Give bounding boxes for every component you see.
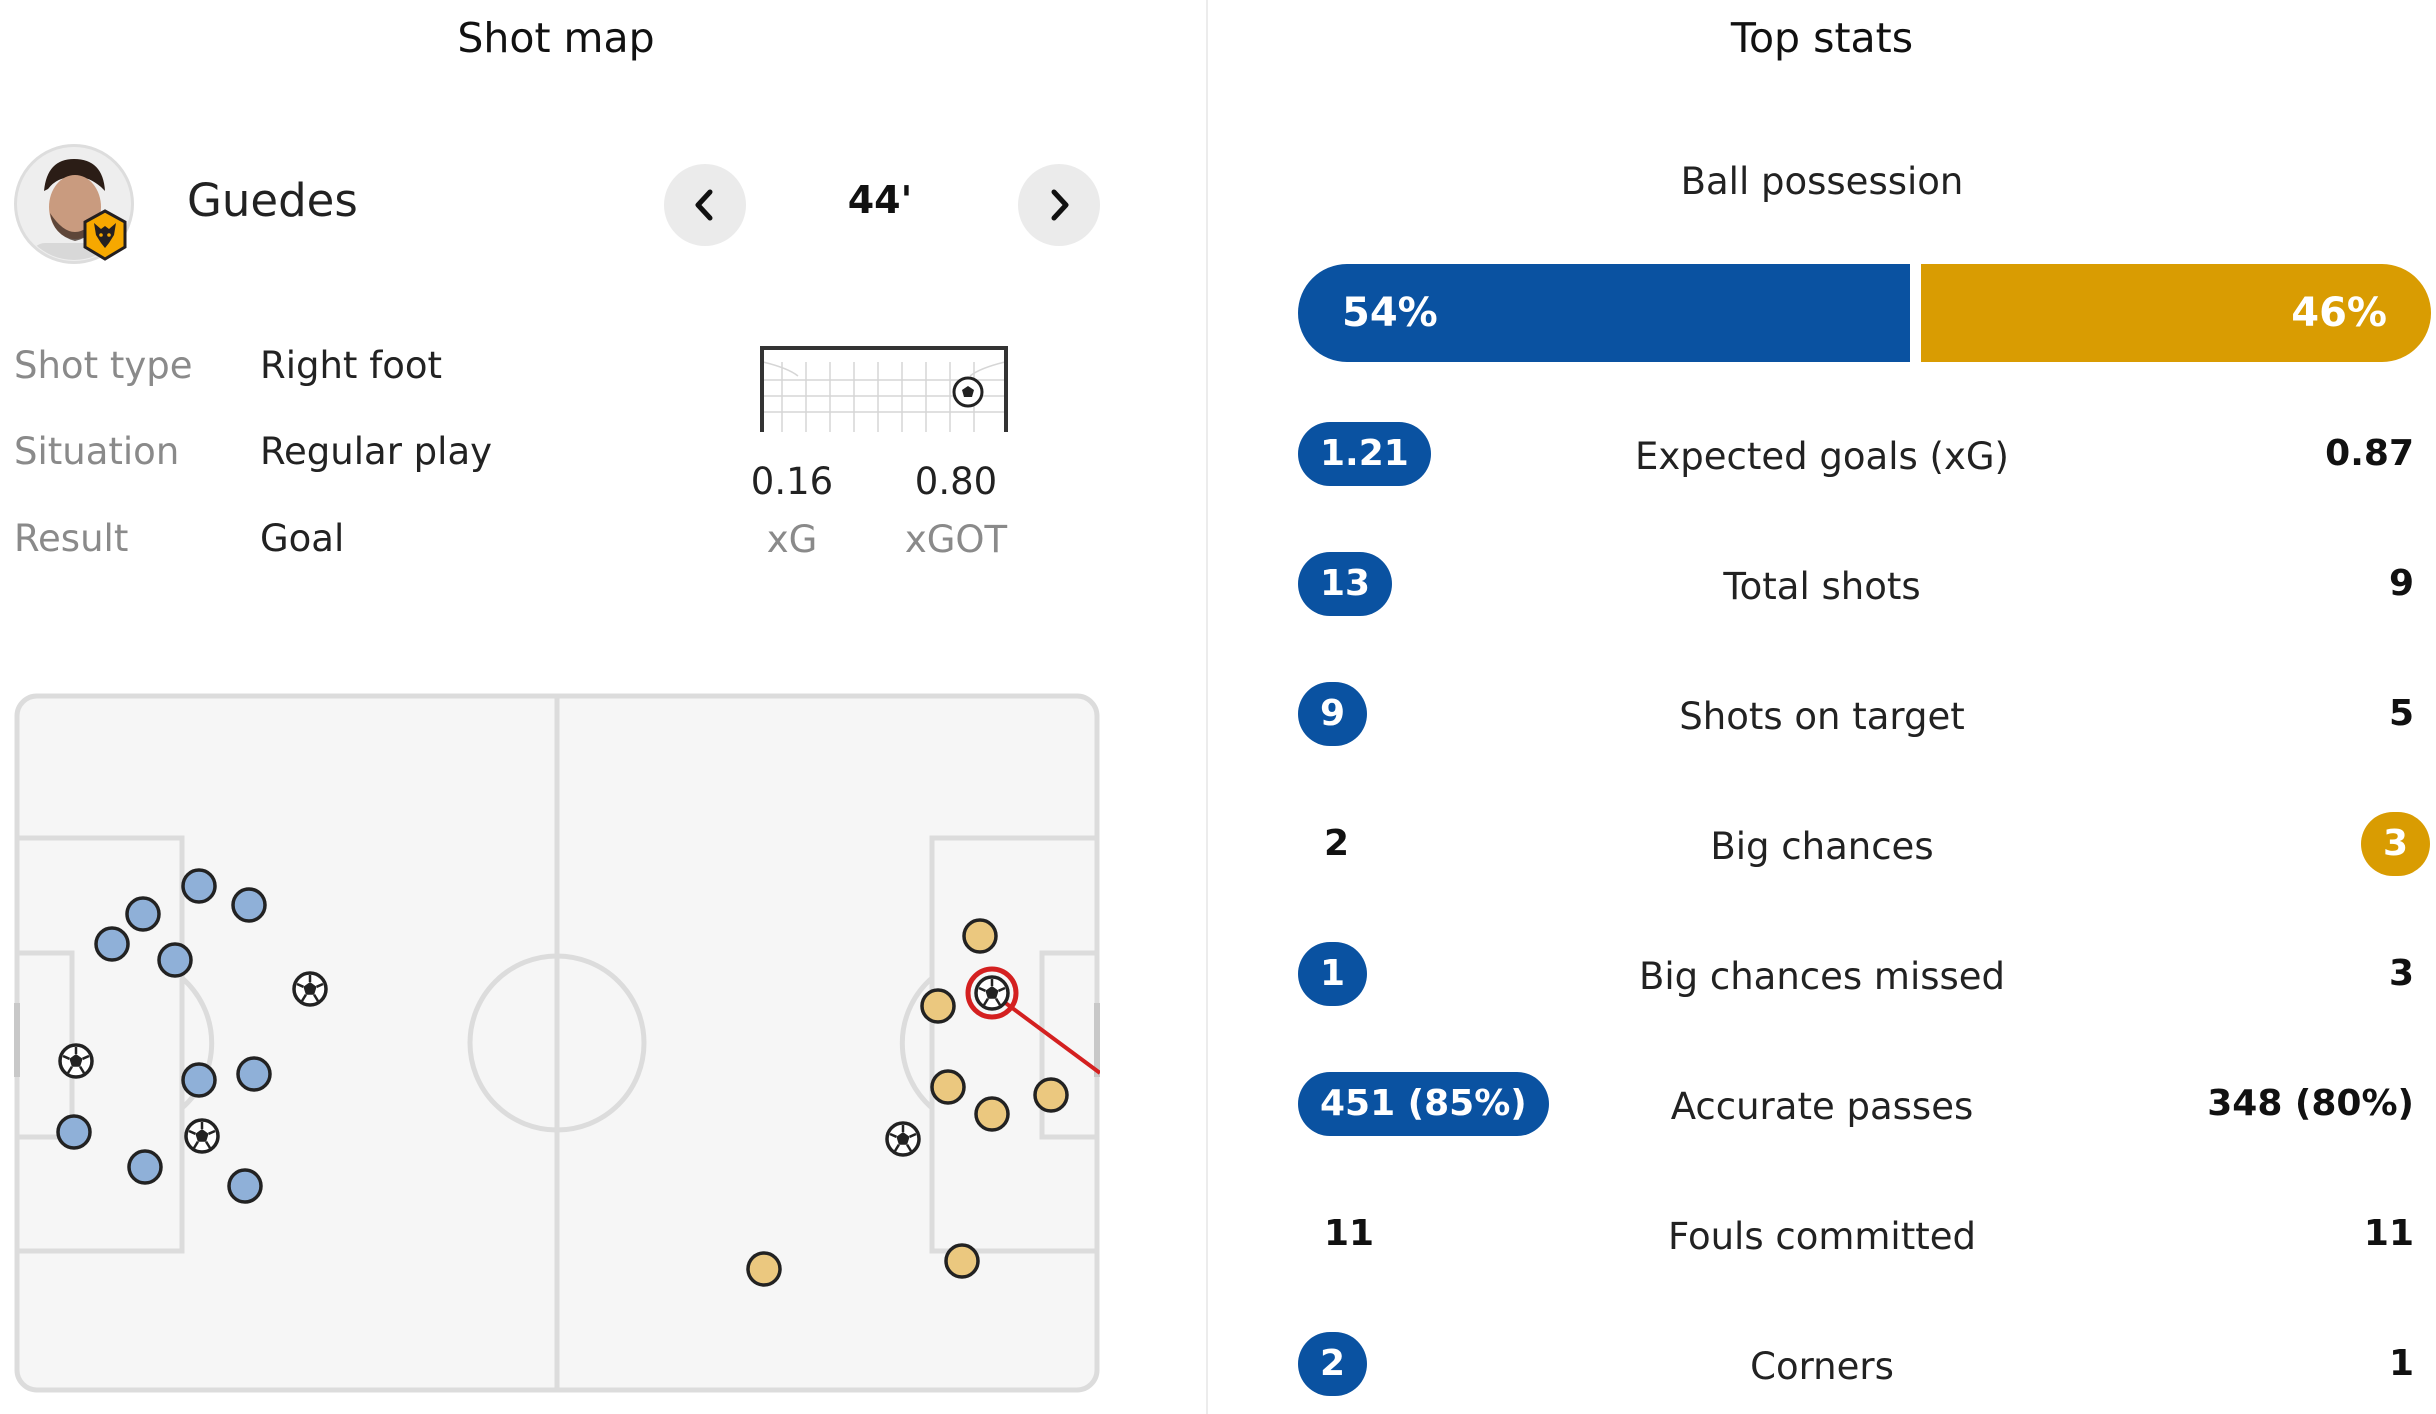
stat-home-value: 2 (1324, 823, 1350, 864)
stat-row-accurate-passes: Accurate passes 451 (85%) 348 (80%) (1208, 1072, 2436, 1142)
stat-row-corners: Corners 2 1 (1208, 1332, 2436, 1402)
chevron-right-icon (1051, 189, 1069, 221)
home-shots (56, 868, 328, 1204)
shot-minute: 44' (847, 178, 913, 222)
away-goal-marker (885, 1121, 921, 1157)
stat-label: Shots on target (1679, 695, 1965, 738)
stat-row-expected-goals: Expected goals (xG) 1.21 0.87 (1208, 422, 2436, 492)
away-shot-marker (944, 1243, 980, 1279)
stat-home-value: 1 (1298, 942, 1368, 1006)
possession-away-bar: 46% (1921, 264, 2431, 362)
stat-row-big-chances: Big chances 2 3 (1208, 812, 2436, 882)
next-shot-button[interactable] (1018, 164, 1100, 246)
possession-label: Ball possession (1680, 160, 1964, 203)
stat-home-value: 9 (1298, 682, 1368, 746)
top-stats-panel: Top stats Ball possession 54% 46% Expect… (1208, 0, 2436, 1414)
home-shot-marker (125, 896, 161, 932)
home-shot-marker (94, 926, 130, 962)
home-shot-marker (236, 1056, 272, 1092)
wolves-badge-icon (83, 209, 127, 261)
stat-away-value: 11 (2363, 1213, 2414, 1254)
stat-away-value: 3 (2388, 953, 2414, 994)
stat-label: Total shots (1723, 565, 1921, 608)
home-shot-marker (127, 1149, 163, 1185)
away-shot-marker (1033, 1077, 1069, 1113)
away-shots (746, 918, 1069, 1287)
xg-value: 0.16 (750, 460, 834, 503)
shot-map-title: Shot map (457, 14, 655, 62)
stat-row-fouls-committed: Fouls committed 11 11 (1208, 1202, 2436, 1272)
selected-shot (965, 966, 1100, 1075)
previous-shot-button[interactable] (664, 164, 746, 246)
shot-type-label: Shot type (14, 344, 193, 387)
possession-away-value: 46% (2291, 290, 2387, 336)
stat-away-value: 3 (2360, 812, 2430, 876)
away-shot-marker (920, 988, 956, 1024)
xg-label: xG (766, 518, 818, 561)
home-goal-marker (58, 1043, 94, 1079)
shot-map-panel: Shot map Guedes 44' Shot (0, 0, 1206, 1414)
home-shot-marker (181, 1062, 217, 1098)
stat-label: Big chances missed (1638, 955, 2006, 998)
shot-type-value: Right foot (260, 344, 443, 387)
stat-away-value: 5 (2388, 693, 2414, 734)
situation-value: Regular play (260, 430, 493, 473)
goal-frame-graphic (760, 346, 1008, 432)
player-avatar[interactable] (14, 144, 134, 264)
chevron-left-icon (695, 189, 713, 221)
home-goal-marker (184, 1118, 220, 1154)
home-shot-marker (181, 868, 217, 904)
stat-home-value: 451 (85%) (1298, 1072, 1549, 1136)
stat-label: Big chances (1710, 825, 1934, 868)
stat-home-value: 13 (1298, 552, 1393, 616)
stat-home-value: 2 (1298, 1332, 1368, 1396)
top-stats-title: Top stats (1730, 14, 1914, 62)
stat-away-value: 1 (2388, 1343, 2414, 1384)
stat-row-big-chances-missed: Big chances missed 1 3 (1208, 942, 2436, 1012)
possession-home-bar: 54% (1298, 264, 1910, 362)
home-shot-marker (231, 887, 267, 923)
away-shot-marker (974, 1096, 1010, 1132)
stat-label: Fouls committed (1668, 1215, 1976, 1258)
home-shot-marker (157, 942, 193, 978)
away-shot-marker (930, 1069, 966, 1105)
home-shot-marker (227, 1168, 263, 1204)
pitch-lines (14, 693, 1100, 1393)
shot-map-pitch (14, 693, 1100, 1393)
result-value: Goal (260, 517, 345, 560)
stat-label: Expected goals (xG) (1635, 435, 2009, 478)
result-label: Result (14, 517, 129, 560)
situation-label: Situation (14, 430, 180, 473)
stat-label: Accurate passes (1670, 1085, 1974, 1128)
home-shot-marker (56, 1114, 92, 1150)
goal-ball-icon (952, 376, 984, 408)
stat-away-value: 348 (80%) (2207, 1083, 2414, 1124)
stat-away-value: 0.87 (2325, 433, 2414, 474)
away-shot-marker (746, 1251, 782, 1287)
possession-home-value: 54% (1342, 290, 1438, 336)
xgot-label: xGOT (904, 518, 1008, 561)
stat-row-total-shots: Total shots 13 9 (1208, 552, 2436, 622)
stat-row-shots-on-target: Shots on target 9 5 (1208, 682, 2436, 752)
home-goal-marker (292, 971, 328, 1007)
player-name: Guedes (187, 174, 358, 227)
away-shot-marker (962, 918, 998, 954)
stat-home-value: 11 (1324, 1213, 1375, 1254)
stat-home-value: 1.21 (1298, 422, 1431, 486)
xgot-value: 0.80 (914, 460, 998, 503)
panel-divider (1206, 0, 1208, 1414)
stat-away-value: 9 (2388, 563, 2414, 604)
stat-label: Corners (1750, 1345, 1894, 1388)
